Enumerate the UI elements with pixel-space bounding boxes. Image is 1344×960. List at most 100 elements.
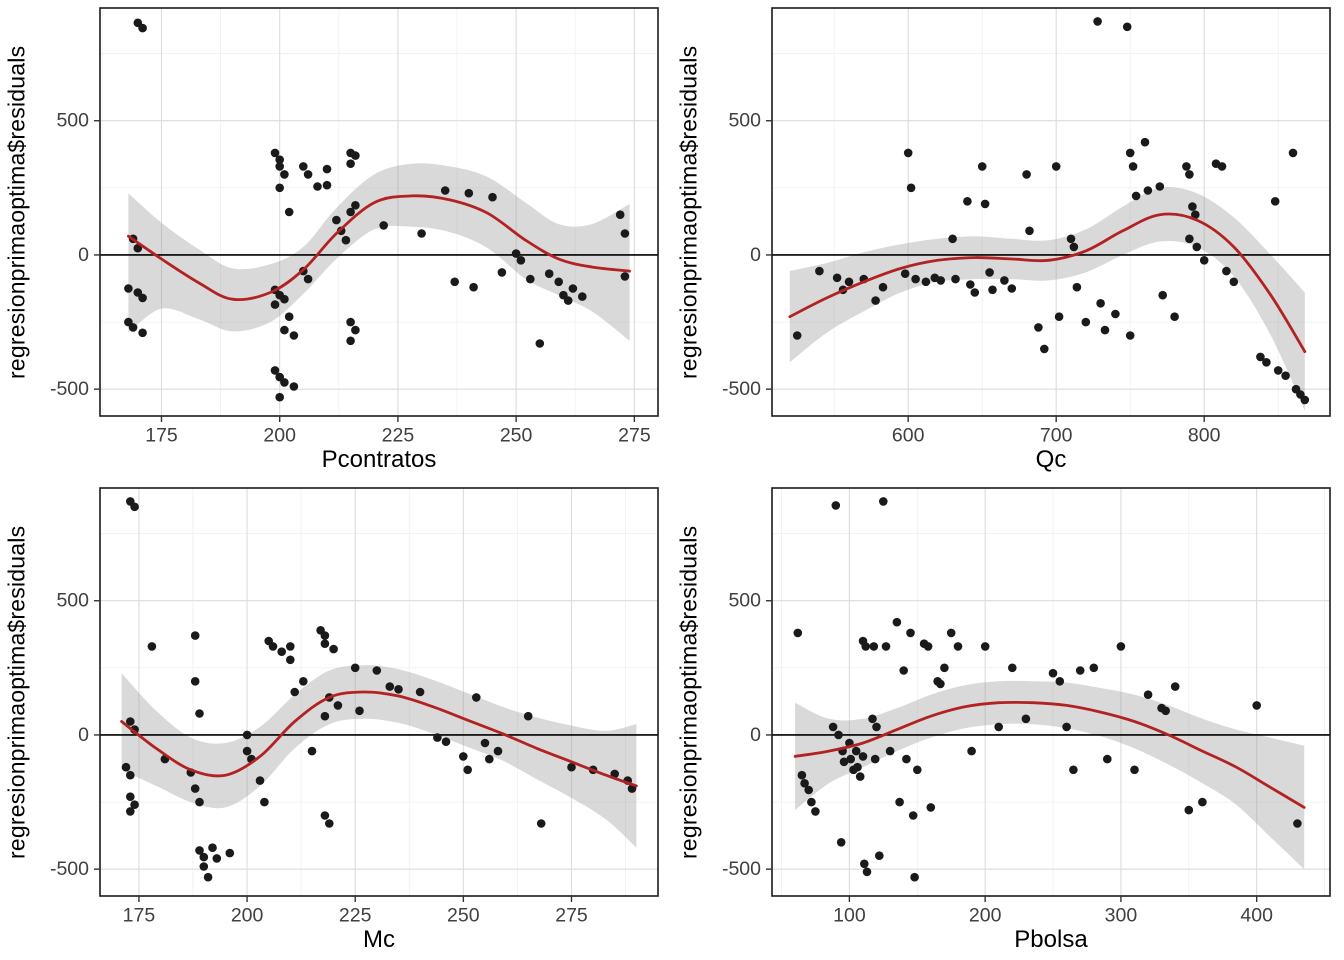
data-point [351,151,360,160]
data-point [320,639,330,648]
x-tick-label: 175 [123,905,156,927]
data-point [853,762,862,772]
data-point [1008,663,1017,673]
data-point [286,655,295,665]
data-point [879,497,888,506]
data-point [578,292,587,301]
data-point [1103,754,1112,764]
x-tick-label: 250 [447,905,480,927]
data-point [289,382,299,391]
data-point [797,770,807,780]
data-point [242,730,252,740]
data-point [1293,819,1302,828]
data-point [860,859,869,869]
data-point [433,733,442,742]
data-point [212,854,222,863]
data-point [1069,765,1078,775]
data-point [450,277,460,287]
x-tick-label: 700 [1040,425,1073,447]
data-point [346,317,355,327]
data-point [1262,358,1271,367]
data-point [1170,682,1180,691]
confidence-band [789,187,1305,411]
data-point [299,162,308,171]
x-axis-title-mc: Mc [363,926,395,953]
data-point [341,235,351,245]
x-tick-label: 225 [339,905,372,927]
data-point [1155,182,1165,191]
data-point [1143,186,1153,195]
data-point [906,628,915,638]
data-point [1182,162,1191,171]
data-point [1188,202,1197,211]
x-tick-label: 175 [145,425,178,447]
data-point [804,785,813,795]
data-point [858,752,868,761]
data-point [844,277,854,287]
data-point [815,266,824,276]
panel-border [99,7,659,417]
x-tick-label: 600 [892,425,925,447]
data-point [351,325,360,335]
data-point [1143,690,1153,699]
data-point [130,502,139,512]
data-point [1191,210,1200,219]
x-tick-label: 200 [263,425,296,447]
data-point [277,647,287,656]
smooth-line [788,212,1307,353]
data-point [1021,714,1031,724]
panel-pbolsa: regresionprimaoptima$residuals 100 200 300… [672,480,1344,960]
panel-border [771,487,1331,897]
data-point [289,331,299,340]
data-point [563,296,573,305]
data-point [313,182,322,191]
data-point [792,331,802,340]
panel-background [100,8,658,416]
axis-ticks [94,120,636,422]
data-point [190,784,200,793]
data-point [147,642,157,651]
y-tick-label: -500 [722,858,761,880]
data-point [1066,234,1076,244]
data-point [195,709,204,718]
x-tick-label: 800 [1188,425,1221,447]
data-points [124,18,630,402]
data-point [1022,170,1031,179]
data-point [1096,299,1105,308]
data-point [900,269,910,279]
data-point [493,746,503,756]
data-point [322,180,332,190]
data-point [346,159,355,168]
data-point [881,642,891,651]
data-point [280,294,289,304]
data-point [1217,162,1227,171]
data-point [1170,312,1179,322]
data-point [1040,344,1049,354]
panel-background [772,8,1330,416]
data-point [464,188,474,198]
data-point [195,846,204,855]
confidence-band [128,163,630,341]
data-point [953,642,963,651]
tick-labels: 600 700 800 -500 0 500 [722,110,1221,447]
data-point [320,631,330,640]
data-point [903,148,913,158]
data-point [1198,797,1207,807]
data-point [828,722,838,732]
data-point [280,170,289,179]
minor-gridlines [772,8,1330,416]
panel-border [99,487,659,897]
data-point [615,210,625,219]
data-point [320,711,330,721]
data-point [190,677,200,686]
data-point [892,617,902,627]
data-point [1281,371,1290,381]
panel-pcontratos: regresionprimaoptima$residuals 175 200 225… [0,0,672,480]
data-point [472,693,481,702]
data-point [255,776,265,785]
data-point [1111,309,1120,319]
data-point [871,296,880,305]
confidence-band [795,680,1305,870]
data-point [268,642,278,651]
data-point [940,663,949,673]
